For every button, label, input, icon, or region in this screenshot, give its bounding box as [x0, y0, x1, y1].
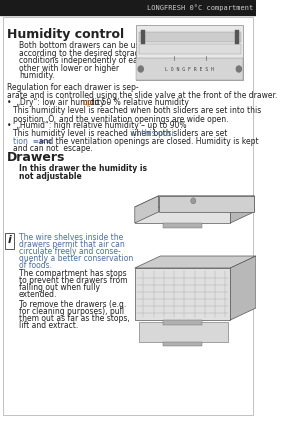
Text: and can not  escape.: and can not escape.: [13, 144, 92, 153]
Polygon shape: [135, 207, 230, 223]
Text: This humidity level is reached when both sliders are set: This humidity level is reached when both…: [13, 129, 230, 138]
Text: The compartment has stops: The compartment has stops: [19, 269, 126, 278]
Text: i: i: [8, 235, 11, 245]
Bar: [164, 320, 202, 325]
Polygon shape: [135, 196, 254, 207]
Text: conditions independently of each: conditions independently of each: [19, 56, 146, 65]
Bar: [139, 32, 241, 42]
Text: and the ventilation openings are closed. Humidity is kept: and the ventilation openings are closed.…: [34, 136, 259, 145]
Bar: [136, 58, 243, 80]
Text: Humidity control: Humidity control: [7, 28, 124, 41]
Bar: [136, 25, 243, 80]
Bar: [5, 233, 14, 249]
Text: This humidity level is reached when both sliders are set into this: This humidity level is reached when both…: [13, 106, 261, 115]
Text: tion  ≡≡≡: tion ≡≡≡: [13, 136, 52, 145]
Polygon shape: [159, 196, 254, 212]
Polygon shape: [135, 196, 159, 223]
Text: not adjustable: not adjustable: [19, 172, 82, 181]
Text: LONGFRESH 0°C compartment: LONGFRESH 0°C compartment: [147, 5, 254, 11]
Polygon shape: [139, 322, 228, 342]
Circle shape: [191, 198, 196, 204]
Polygon shape: [230, 196, 254, 223]
Text: L O N G F R E S H: L O N G F R E S H: [165, 66, 214, 71]
Polygon shape: [135, 268, 230, 320]
Circle shape: [138, 66, 143, 72]
Bar: [235, 30, 239, 44]
Text: drawers permit that air can: drawers permit that air can: [19, 240, 124, 249]
Text: of foods.: of foods.: [19, 261, 52, 270]
Text: quently a better conservation: quently a better conservation: [19, 254, 133, 263]
Text: •  „Humid“: high relative humidity – up to 90%: • „Humid“: high relative humidity – up t…: [7, 121, 186, 130]
Text: circulate freely and conse-: circulate freely and conse-: [19, 247, 121, 256]
Text: The wire shelves inside the: The wire shelves inside the: [19, 233, 123, 242]
Text: •  „Dry“: low air humidity –: • „Dry“: low air humidity –: [7, 98, 113, 107]
Polygon shape: [135, 256, 256, 268]
Circle shape: [236, 66, 242, 72]
Text: arate and is controlled using the slide valve at the front of the drawer.: arate and is controlled using the slide …: [7, 91, 277, 99]
Bar: [139, 44, 241, 54]
Text: other with lower or higher: other with lower or higher: [19, 63, 119, 73]
Text: humidity.: humidity.: [19, 71, 54, 80]
Text: them out as far as the stops,: them out as far as the stops,: [19, 314, 130, 323]
Bar: [141, 30, 145, 44]
Text: extended.: extended.: [19, 290, 57, 299]
Text: up: up: [82, 98, 92, 107]
Text: for cleaning purposes), pull: for cleaning purposes), pull: [19, 307, 124, 316]
Text: Drawers: Drawers: [7, 151, 65, 164]
Bar: [164, 342, 202, 346]
Bar: [0, 0, 256, 15]
Bar: [164, 223, 202, 228]
Text: position  Ô  and the ventilation openings are wide open.: position Ô and the ventilation openings …: [13, 113, 228, 124]
Text: in this posi-: in this posi-: [132, 129, 177, 138]
Text: according to the desired storage: according to the desired storage: [19, 48, 144, 57]
Text: to prevent the drawers from: to prevent the drawers from: [19, 276, 127, 285]
Text: Regulation for each drawer is sep-: Regulation for each drawer is sep-: [7, 83, 138, 92]
Text: lift and extract.: lift and extract.: [19, 321, 78, 330]
Text: To remove the drawers (e.g.: To remove the drawers (e.g.: [19, 300, 126, 309]
Text: falling out when fully: falling out when fully: [19, 283, 100, 292]
Text: In this drawer the humidity is: In this drawer the humidity is: [19, 164, 147, 173]
Text: Both bottom drawers can be used: Both bottom drawers can be used: [19, 41, 149, 50]
Text: to 50 % relative humidity: to 50 % relative humidity: [89, 98, 189, 107]
Polygon shape: [230, 256, 256, 320]
